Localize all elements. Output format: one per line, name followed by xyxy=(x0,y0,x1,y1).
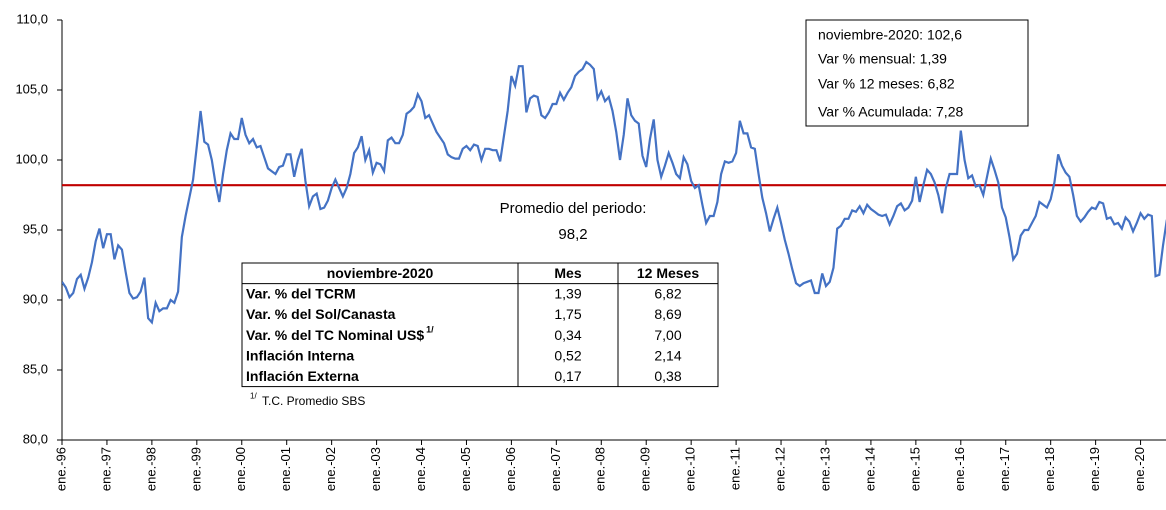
y-tick-label: 110,0 xyxy=(16,11,48,26)
x-tick-label: ene.-19 xyxy=(1087,447,1102,491)
row-label-sup: 1/ xyxy=(426,324,434,334)
series-line xyxy=(62,60,1166,325)
table-cell: 1,75 xyxy=(554,306,581,322)
x-tick-label: ene.-10 xyxy=(683,447,698,491)
table-header: 12 Meses xyxy=(637,265,699,281)
table-header: Mes xyxy=(554,265,581,281)
x-tick-label: ene.-17 xyxy=(997,447,1012,491)
x-tick-label: ene.-00 xyxy=(233,447,248,491)
x-tick-label: ene.-07 xyxy=(548,447,563,491)
table-cell: 0,52 xyxy=(554,347,581,363)
table-cell: 7,00 xyxy=(654,327,681,343)
x-tick-label: ene.-06 xyxy=(503,447,518,491)
average-value: 98,2 xyxy=(558,226,587,243)
info-line: noviembre-2020: 102,6 xyxy=(818,27,962,43)
y-tick-label: 85,0 xyxy=(23,361,48,376)
x-tick-label: ene.-05 xyxy=(458,447,473,491)
row-label: Inflación Interna xyxy=(246,347,354,363)
x-tick-label: ene.-11 xyxy=(728,447,743,490)
table-header: noviembre-2020 xyxy=(327,265,434,281)
footnote-mark: 1/ xyxy=(250,392,257,401)
x-tick-label: ene.-09 xyxy=(638,447,653,491)
x-tick-label: ene.-96 xyxy=(53,447,68,491)
table-cell: 0,17 xyxy=(554,368,581,384)
average-label: Promedio del periodo: xyxy=(500,200,647,217)
table-cell: 1,39 xyxy=(554,286,581,302)
table-cell: 8,69 xyxy=(654,306,681,322)
row-label: Var. % del TCRM xyxy=(246,286,356,302)
info-line: Var % 12 meses: 6,82 xyxy=(818,76,955,92)
x-tick-label: ene.-15 xyxy=(907,447,922,491)
info-box xyxy=(805,19,1029,127)
x-tick-label: ene.-97 xyxy=(98,447,113,491)
x-tick-label: ene.-98 xyxy=(143,447,158,491)
row-label: Var. % del Sol/Canasta xyxy=(246,306,396,322)
x-tick-label: ene.-08 xyxy=(593,447,608,491)
x-tick-label: ene.-03 xyxy=(368,447,383,491)
x-tick-label: ene.-14 xyxy=(862,447,877,491)
y-tick-label: 90,0 xyxy=(23,291,48,306)
x-tick-label: ene.-16 xyxy=(952,447,967,491)
y-tick-label: 95,0 xyxy=(23,221,48,236)
table-cell: 6,82 xyxy=(654,286,681,302)
row-label: Inflación Externa xyxy=(246,368,359,384)
info-line: Var % mensual: 1,39 xyxy=(818,51,947,67)
table-cell: 2,14 xyxy=(654,347,681,363)
x-tick-label: ene.-13 xyxy=(817,447,832,491)
x-tick-label: ene.-18 xyxy=(1042,447,1057,491)
x-tick-label: ene.-04 xyxy=(413,447,428,491)
table-cell: 0,34 xyxy=(554,327,581,343)
x-tick-label: ene.-01 xyxy=(278,447,293,491)
x-tick-label: ene.-12 xyxy=(772,447,787,491)
y-tick-label: 80,0 xyxy=(23,431,48,446)
y-tick-label: 105,0 xyxy=(15,81,48,96)
x-tick-label: ene.-99 xyxy=(188,447,203,491)
footnote: T.C. Promedio SBS xyxy=(262,394,365,408)
row-label: Var. % del TC Nominal US$ xyxy=(246,327,424,343)
info-line: Var % Acumulada: 7,28 xyxy=(818,104,963,120)
table-cell: 0,38 xyxy=(654,368,681,384)
y-tick-label: 100,0 xyxy=(15,151,48,166)
x-tick-label: ene.-02 xyxy=(323,447,338,491)
x-tick-label: ene.-20 xyxy=(1132,447,1147,491)
